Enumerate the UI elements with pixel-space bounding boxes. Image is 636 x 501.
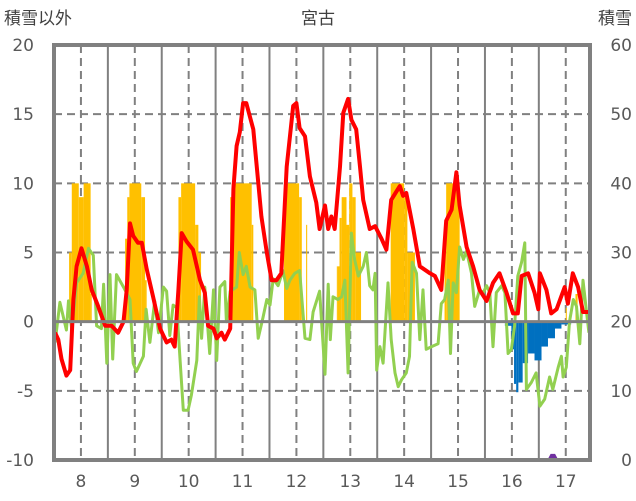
orange-bar [306,224,308,322]
left-axis-title: 積雪以外 [4,9,72,29]
orange-bar [444,224,447,322]
frame [52,43,592,462]
x-tick-label: 12 [286,472,308,492]
x-tick-label: 17 [555,472,577,492]
blue-bar [518,321,523,383]
x-tick-label: 11 [232,472,254,492]
tick-labels: 20 60 15 50 10 40 5 30 0 20 -5 10 -10 0 8 9 10 11 12 13 14 15… [6,36,632,492]
blue-bar [554,321,562,329]
red-series-line [53,96,589,378]
x-tick-label: 9 [129,472,140,492]
blue-bar [534,321,542,361]
right-tick-label: 40 [610,174,632,194]
x-tick-label: 16 [501,472,523,492]
blue-bar [541,321,548,347]
orange-bar [339,217,342,322]
orange-bar [71,183,79,322]
x-tick-label: 10 [178,472,200,492]
orange-bar [355,252,362,322]
right-tick-label: 60 [610,36,632,56]
orange-bar [337,266,340,322]
blue-bar [547,321,555,339]
orange-bar [341,197,347,322]
left-tick-label: 0 [23,313,34,333]
blue-bar [504,321,512,326]
orange-bar [299,197,302,322]
chart-title: 宮古 [301,9,335,29]
right-tick-label: 20 [610,313,632,333]
left-tick-label: -5 [17,382,34,402]
left-tick-label: 5 [23,244,34,264]
orange-bar [198,252,202,322]
orange-bar [390,183,405,322]
orange-bar [145,280,147,322]
plot-frame [52,43,592,462]
x-tick-label: 15 [447,472,469,492]
left-tick-label: 10 [12,174,34,194]
orange-bar [69,252,72,322]
orange-bar [78,197,84,322]
left-tick-label: 15 [12,105,34,125]
x-tick-label: 8 [76,472,87,492]
orange-bar [404,197,408,322]
right-axis-title: 積雪 [598,9,632,29]
orange-bar [336,266,338,322]
blue-bar [528,321,535,354]
right-tick-label: 30 [610,244,632,264]
orange-bar [181,183,196,322]
orange-bar [346,224,350,322]
orange-bar [90,294,92,322]
right-tick-label: 50 [610,105,632,125]
orange-bar [129,183,142,322]
orange-bar [565,307,567,322]
left-tick-label: -10 [6,451,34,471]
blue-bar [514,321,517,384]
blue-bar [516,321,519,393]
x-tick-label: 14 [393,472,415,492]
right-tick-label: 10 [610,382,632,402]
x-tick-label: 13 [339,472,361,492]
orange-bar [251,224,254,322]
right-tick-label: 0 [621,451,632,471]
left-tick-label: 20 [12,36,34,56]
